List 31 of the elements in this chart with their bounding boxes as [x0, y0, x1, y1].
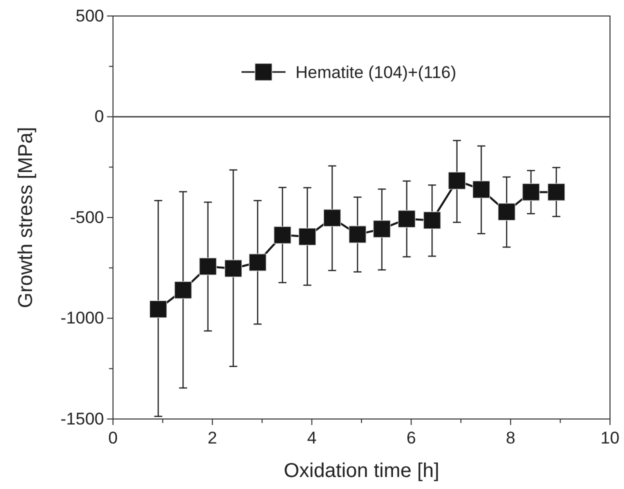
x-axis-title: Oxidation time [h] — [284, 460, 440, 482]
point — [373, 220, 391, 238]
point — [199, 258, 217, 276]
y-tick-label: -1500 — [60, 409, 104, 428]
point — [248, 254, 266, 272]
y-tick-label: 0 — [94, 107, 104, 126]
x-tick-label: 2 — [208, 428, 218, 448]
y-tick-label: -500 — [70, 208, 104, 227]
x-tick-label: 4 — [307, 428, 317, 448]
point — [298, 228, 316, 246]
point — [423, 212, 441, 230]
point — [548, 183, 566, 201]
legend-label: Hematite (104)+(116) — [296, 63, 456, 82]
x-tick-label: 8 — [506, 428, 516, 448]
y-axis-title: Growth stress [MPa] — [15, 126, 37, 308]
point — [448, 172, 466, 190]
point — [348, 226, 366, 244]
point — [398, 210, 416, 228]
point — [174, 281, 192, 299]
x-tick-label: 6 — [406, 428, 416, 448]
point — [522, 183, 540, 201]
point — [498, 203, 516, 221]
x-tick-label: 0 — [108, 428, 118, 448]
point — [224, 260, 242, 278]
y-tick-label: 500 — [76, 6, 104, 26]
point — [323, 209, 341, 227]
x-tick-label: 10 — [600, 428, 620, 448]
point — [149, 300, 168, 318]
point — [274, 226, 292, 244]
point — [472, 180, 490, 198]
y-tick-label: -1000 — [60, 308, 104, 328]
